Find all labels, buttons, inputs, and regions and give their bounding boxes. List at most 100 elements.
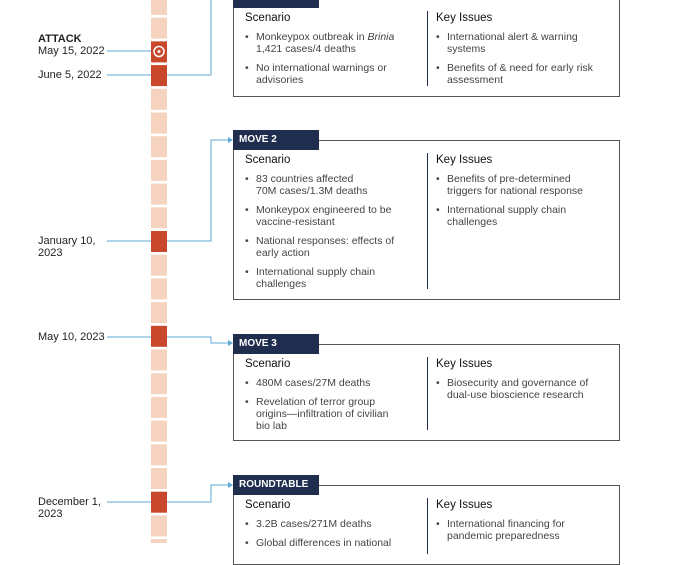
bullet-line: 70M cases/1.3M deaths (256, 185, 368, 197)
bullet-line: Monkeypox engineered to be (256, 204, 392, 216)
date-text: May 10, 2023 (38, 331, 105, 343)
date-title: ATTACK (38, 33, 82, 45)
timeline-square (151, 17, 167, 39)
connector (167, 0, 212, 76)
bullet-line: bio lab (256, 420, 287, 432)
timeline-square (151, 491, 167, 513)
arrowhead (228, 340, 233, 346)
bullet-line: vaccine-resistant (256, 216, 335, 228)
bullet-line: 83 countries affected (256, 173, 354, 185)
bullet-line: Global differences in national (256, 537, 392, 549)
timeline-square (151, 231, 167, 252)
timeline-square (151, 349, 167, 371)
timeline-square (151, 278, 167, 300)
date-label: May 10, 2023 (38, 331, 108, 343)
bullet: Revelation of terror grouporigins—infilt… (245, 396, 420, 432)
issues-column: Key Issues Biosecurity and governance ofd… (436, 358, 611, 408)
bullet-line: dual-use bioscience research (447, 389, 584, 401)
bullet-line: 3.2B cases/271M deaths (256, 518, 372, 530)
arrowhead (228, 482, 233, 488)
bullet-line: 1,421 cases/4 deaths (256, 43, 356, 55)
issues-column: Key Issues International financing forpan… (436, 499, 611, 549)
date-text: December 1, 2023 (38, 496, 101, 520)
scenario-column: Scenario 3.2B cases/271M deaths Global dif… (245, 499, 420, 556)
move-tag: MOVE 2 (233, 130, 319, 150)
bullet-line: Benefits of & need for early risk (447, 62, 593, 74)
column-divider (427, 11, 428, 86)
timeline-square (151, 539, 167, 543)
timeline-graphic (107, 0, 233, 543)
bullet-line: systems (447, 43, 486, 55)
timeline-square (151, 254, 167, 276)
move-box: Scenario 3.2B cases/271M deaths Global dif… (233, 485, 620, 565)
issues-column: Key Issues Benefits of pre-determinedtrig… (436, 154, 611, 235)
italic-text: Brinia (367, 31, 395, 43)
timeline-square (151, 468, 167, 489)
scenario-column: ScenarioMonkeypox outbreak in Brinia1,42… (245, 12, 420, 93)
timeline-square (151, 65, 167, 87)
date-label: January 10, 2023 (38, 235, 108, 259)
bullet-line: Revelation of terror group (256, 396, 376, 408)
timeline-square (151, 0, 167, 15)
move-box: ScenarioMonkeypox outbreak in Brinia1,42… (233, 0, 620, 97)
timeline-square (151, 302, 167, 324)
column-heading: Scenario (245, 154, 291, 166)
date-text: June 5, 2022 (38, 69, 102, 81)
timeline-square (151, 136, 167, 158)
timeline-square (151, 373, 167, 395)
bullet-line: pandemic preparedness (447, 530, 560, 542)
column-divider (427, 357, 428, 430)
bullet-line: Biosecurity and governance of (447, 377, 589, 389)
bullet-line: No international warnings or (256, 62, 387, 74)
bullet-line: Monkeypox outbreak in Brinia (256, 31, 420, 43)
column-divider (427, 153, 428, 289)
timeline-square (151, 183, 167, 205)
biohazard-icon (157, 50, 161, 53)
bullet-line: International supply chain (256, 266, 376, 278)
bullet-line: International supply chain (447, 204, 567, 216)
arrowhead (228, 137, 233, 143)
page: (() => { const data = JSON.parse(documen… (0, 0, 679, 543)
timeline-square (151, 515, 167, 537)
timeline-square (151, 396, 167, 418)
issues-column: Key Issues International alert & warnings… (436, 12, 611, 93)
move-box: Scenario 480M cases/27M deaths Revelation … (233, 344, 620, 441)
column-heading: Scenario (245, 358, 291, 370)
bullet-line: International alert & warning (447, 31, 578, 43)
bullet-line: challenges (256, 278, 307, 290)
column-heading: Key Issues (436, 154, 493, 166)
column-heading: Scenario (245, 12, 291, 24)
timeline-square (151, 325, 167, 347)
connector (167, 484, 232, 503)
date-text: January 10, 2023 (38, 235, 96, 259)
move-tag: ROUNDTABLE (233, 475, 319, 495)
bullet: 480M cases/27M deaths (245, 377, 420, 389)
bullet: 3.2B cases/271M deaths (245, 518, 420, 530)
column-heading: Scenario (245, 499, 291, 511)
timeline-square (151, 420, 167, 442)
date-label: ATTACK May 15, 2022 (38, 33, 108, 57)
bullet-line: advisories (256, 74, 304, 86)
date-label: December 1, 2023 (38, 496, 108, 520)
text: Monkeypox outbreak in (256, 31, 368, 43)
timeline-square (151, 444, 167, 466)
bullet-line: Benefits of pre-determined (447, 173, 571, 185)
timeline-square (151, 207, 167, 229)
bullet: Benefits of & need for early riskassessm… (436, 62, 611, 86)
timeline-square (151, 112, 167, 134)
column-heading: Key Issues (436, 12, 493, 24)
bullet-line: origins—infiltration of civilian (256, 408, 389, 420)
bullet-line: challenges (447, 216, 498, 228)
bullet-line: National responses: effects of (256, 235, 395, 247)
